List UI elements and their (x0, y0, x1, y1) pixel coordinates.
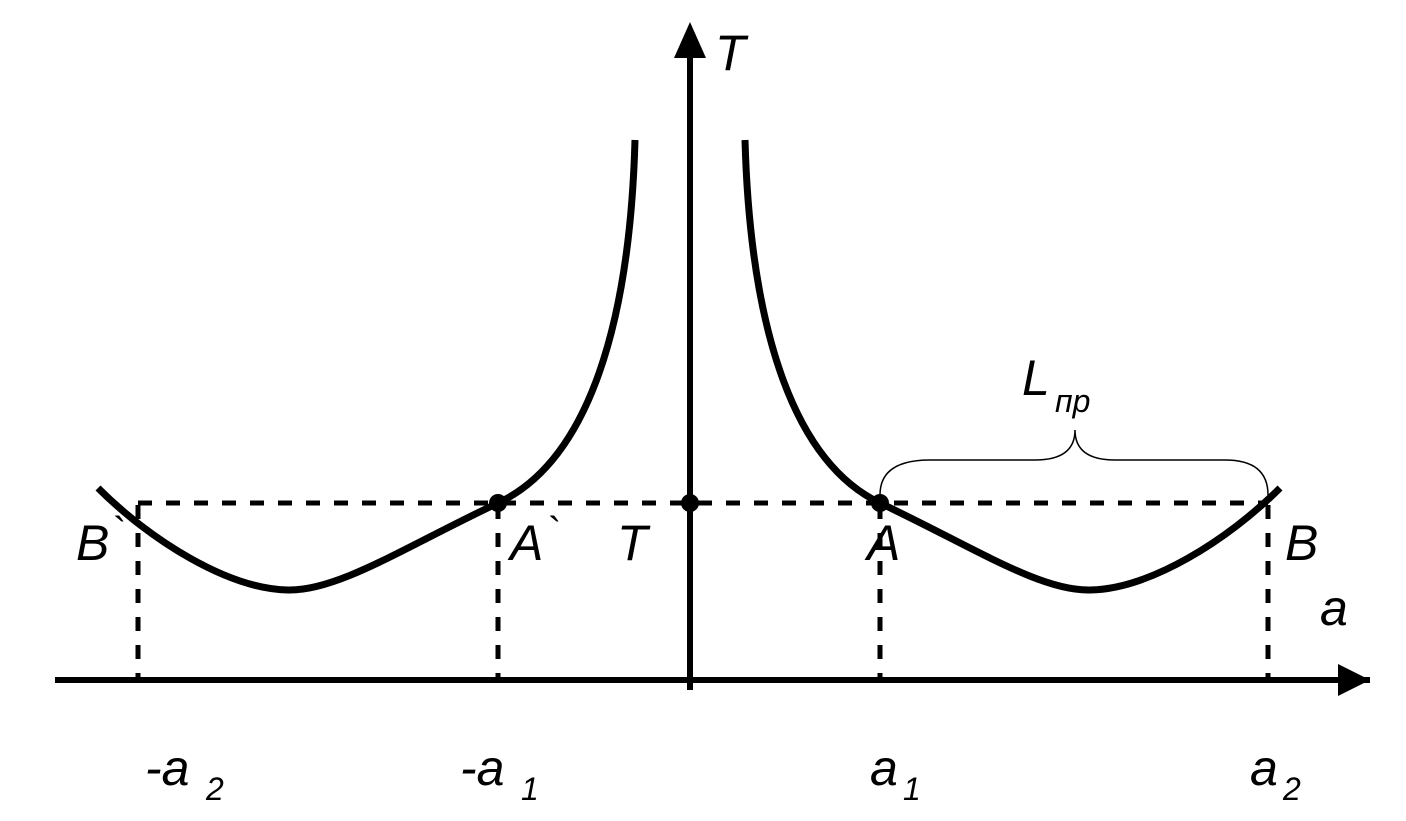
tick-label-a1: a 1 (870, 740, 921, 807)
svg-text:-a: -a (460, 740, 504, 796)
svg-text:-a: -a (145, 740, 189, 796)
svg-text:A: A (507, 515, 543, 571)
y-axis-label: T (715, 25, 749, 81)
svg-text:2: 2 (1282, 771, 1301, 807)
y-axis (674, 22, 706, 690)
label-b: B (1285, 515, 1318, 571)
svg-text:пр: пр (1055, 383, 1090, 419)
origin-t-label: T (617, 515, 651, 571)
label-a: A (864, 515, 900, 571)
point-a-prime (489, 494, 507, 512)
point-origin-t (681, 494, 699, 512)
tick-label-neg-a2: -a 2 (145, 740, 224, 807)
svg-text:2: 2 (205, 771, 224, 807)
x-axis (55, 664, 1370, 696)
period-vs-a-diagram: T a T B ` A ` A B L пр -a 2 -a 1 a 1 a 2 (0, 0, 1406, 821)
svg-text:`: ` (548, 510, 561, 554)
svg-text:a: a (1250, 740, 1278, 796)
label-l-pr: L пр (1022, 350, 1090, 419)
label-a-prime: A ` (507, 510, 561, 571)
brace-l-pr (880, 430, 1268, 495)
label-b-prime: B ` (76, 510, 126, 571)
svg-text:a: a (870, 740, 898, 796)
tick-label-neg-a1: -a 1 (460, 740, 539, 807)
svg-text:L: L (1022, 350, 1050, 406)
svg-text:1: 1 (521, 771, 539, 807)
x-axis-label: a (1320, 580, 1348, 636)
tick-label-a2: a 2 (1250, 740, 1301, 807)
svg-text:1: 1 (903, 771, 921, 807)
svg-text:`: ` (113, 510, 126, 554)
curve-right (745, 140, 1280, 590)
point-a (871, 494, 889, 512)
svg-text:B: B (76, 515, 109, 571)
